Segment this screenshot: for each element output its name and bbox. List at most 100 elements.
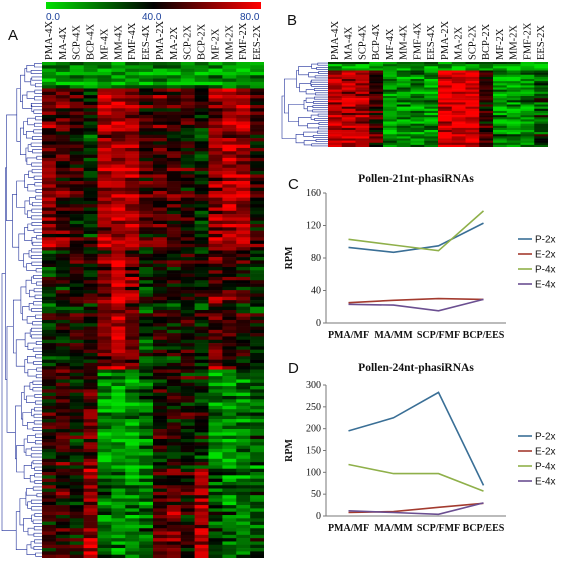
heatmap-b-cell xyxy=(410,72,425,76)
heatmap-b-cell xyxy=(479,127,494,131)
heatmap-b-cell xyxy=(465,104,480,107)
heatmap-b-cell xyxy=(520,108,535,112)
heatmap-a-cell xyxy=(111,300,126,304)
heatmap-a-cell xyxy=(69,366,84,370)
heatmap-b-cell xyxy=(424,68,439,71)
heatmap-b-cell xyxy=(424,83,439,86)
heatmap-a-cell xyxy=(139,207,154,212)
heatmap-b-cell xyxy=(438,93,453,97)
heatmap-a-cell xyxy=(222,227,237,231)
heatmap-a-cell xyxy=(236,101,251,106)
heatmap-a-cell xyxy=(83,177,98,182)
heatmap-b-cell xyxy=(355,134,370,137)
heatmap-a-cell xyxy=(111,501,126,506)
heatmap-a-cell xyxy=(208,392,223,397)
heatmap-b-cell xyxy=(493,119,508,122)
heatmap-a-cell xyxy=(111,419,126,423)
heatmap-b-cell xyxy=(438,127,453,131)
heatmap-a-cell xyxy=(97,389,112,393)
heatmap-b-cell xyxy=(424,104,439,107)
heatmap-a-cell xyxy=(236,412,251,417)
heatmap-b-cell xyxy=(506,76,521,80)
heatmap-b-cell xyxy=(520,136,535,139)
heatmap-a-cell xyxy=(69,253,84,258)
heatmap-a-cell xyxy=(125,151,140,155)
heatmap-b-cell xyxy=(341,125,356,129)
heatmap-a-cell xyxy=(208,359,223,364)
heatmap-a-cell xyxy=(55,333,71,337)
heatmap-a-cell xyxy=(180,224,195,228)
heatmap-a-cell xyxy=(42,114,57,119)
heatmap-a-cell xyxy=(55,194,71,198)
heatmap-b-cell xyxy=(451,70,466,73)
heatmap-a-cell xyxy=(83,306,98,311)
heatmap-a-cell xyxy=(83,508,98,513)
heatmap-a-cell xyxy=(250,369,264,374)
heatmap-a-cell xyxy=(97,399,112,403)
heatmap-a-cell xyxy=(194,138,209,142)
heatmap-a-cell xyxy=(222,515,237,519)
heatmap-a-cell xyxy=(139,190,154,195)
heatmap-a-cell xyxy=(69,214,84,218)
heatmap-a-cell xyxy=(222,333,237,337)
heatmap-a-cell xyxy=(194,101,209,106)
heatmap-a-cell xyxy=(250,349,264,354)
heatmap-a-cell xyxy=(194,402,209,407)
heatmap-b-cell xyxy=(328,66,343,69)
heatmap-a-cell xyxy=(42,352,57,357)
heatmap-a-cell xyxy=(125,247,140,251)
heatmap-a-cell xyxy=(69,379,84,384)
heatmap-b-cell xyxy=(396,79,411,82)
heatmap-a-cell xyxy=(180,528,195,532)
heatmap-a-cell xyxy=(180,442,195,446)
heatmap-a-cell xyxy=(222,290,237,294)
heatmap-a-cell xyxy=(166,128,182,132)
heatmap-a-cell xyxy=(55,531,71,536)
heatmap-a-cell xyxy=(55,448,71,453)
heatmap-a-cell xyxy=(222,316,237,321)
heatmap-b-cell xyxy=(534,119,548,122)
heatmap-a-cell xyxy=(153,554,168,558)
heatmap-b-cell xyxy=(328,96,343,99)
heatmap-a-cell xyxy=(125,177,140,182)
line-chart-d: Pollen-24nt-phasiRNAs050100150200250300P… xyxy=(284,362,556,534)
heatmap-b-cell xyxy=(493,140,508,144)
heatmap-a-cell xyxy=(42,75,57,79)
heatmap-a-cell xyxy=(42,240,57,245)
heatmap-a-cell xyxy=(97,144,112,149)
heatmap-a-cell xyxy=(250,491,264,496)
heatmap-a-cell xyxy=(236,425,251,430)
heatmap-a-cell xyxy=(180,296,195,301)
heatmap-a-cell xyxy=(194,187,209,192)
heatmap-a-cell xyxy=(236,81,251,86)
heatmap-a-cell xyxy=(153,283,168,288)
heatmap-a-cell xyxy=(125,280,140,284)
heatmap-a-cell xyxy=(166,247,182,251)
heatmap-a-cell xyxy=(180,184,195,188)
heatmap-a-cell xyxy=(236,214,251,218)
heatmap-a-cell xyxy=(250,263,264,268)
heatmap-a-cell xyxy=(194,495,209,499)
heatmap-a-cell xyxy=(83,171,98,175)
heatmap-a-cell xyxy=(222,194,237,198)
heatmap-a-cell xyxy=(97,210,112,215)
heatmap-b-cell xyxy=(493,93,508,97)
heatmap-a-cell xyxy=(125,296,140,301)
heatmap-a-cell xyxy=(194,498,209,503)
heatmap-a-cell xyxy=(55,316,71,321)
heatmap-a-cell xyxy=(125,399,140,403)
heatmap-b-cell xyxy=(465,100,480,103)
heatmap-a-cell xyxy=(222,131,237,136)
heatmap-b-cell xyxy=(438,121,453,124)
heatmap-a-cell xyxy=(139,531,154,536)
heatmap-a-cell xyxy=(125,118,140,122)
heatmap-a-cell xyxy=(180,91,195,96)
heatmap-b-cell xyxy=(424,136,439,139)
heatmap-a-cell xyxy=(180,425,195,430)
heatmap-a-cell xyxy=(42,187,57,192)
heatmap-b-cell xyxy=(479,81,494,84)
heatmap-a-cell xyxy=(97,501,112,506)
heatmap-a-cell xyxy=(83,300,98,304)
heatmap-a-cell xyxy=(222,429,237,433)
heatmap-a-cell xyxy=(69,333,84,337)
